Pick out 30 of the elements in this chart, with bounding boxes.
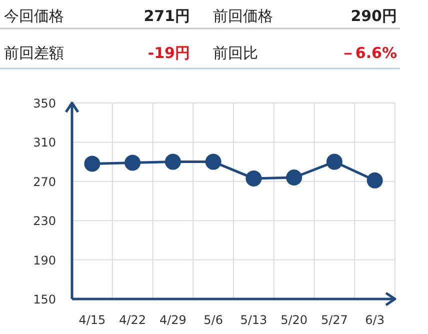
- point: [286, 169, 302, 186]
- x-tick-label: 5/13: [240, 313, 268, 327]
- x-tick-label: 4/29: [159, 313, 186, 327]
- x-tick-label: 4/15: [78, 313, 106, 327]
- text: 290円: [350, 7, 397, 25]
- text: -19円: [148, 44, 190, 62]
- point: [366, 172, 383, 188]
- point: [164, 154, 181, 170]
- text: －6.6%: [340, 44, 397, 62]
- y-tick-label: 230: [33, 214, 56, 228]
- text: 今回価格: [4, 7, 64, 25]
- point: [124, 154, 141, 171]
- x-tick-label: 4/22: [119, 313, 146, 327]
- point: [205, 154, 222, 170]
- y-tick-label: 150: [33, 292, 56, 306]
- x-tick-label: 6/3: [365, 313, 384, 327]
- point: [246, 170, 262, 186]
- x-tick-label: 5/20: [280, 313, 308, 327]
- point: [84, 156, 100, 172]
- point: [326, 154, 342, 170]
- y-tick-label: 190: [33, 253, 56, 268]
- y-tick-label: 270: [33, 174, 56, 189]
- x-tick-label: 5/27: [320, 313, 348, 327]
- y-tick-label: 310: [33, 136, 56, 150]
- text: 前回価格: [213, 7, 273, 25]
- text: 前回差額: [4, 44, 64, 62]
- text: 271円: [144, 7, 190, 25]
- x-tick-label: 5/6: [204, 313, 223, 327]
- y-tick-label: 350: [33, 96, 56, 110]
- text: 前回比: [213, 44, 258, 62]
